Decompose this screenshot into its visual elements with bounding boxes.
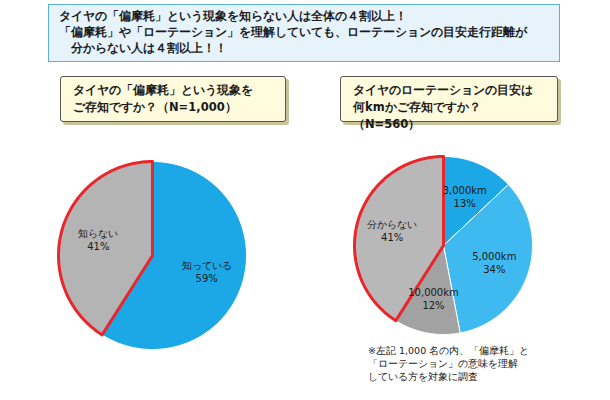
html-text:「偏摩耗」や「ローテーション」を理解していても、ローテーショ: 「偏摩耗」や「ローテーション」を理解していても、ローテーションの目安走行距離が (59, 25, 527, 39)
html-text:分からない人は４割以上！！: 分からない人は４割以上！！ (59, 41, 227, 55)
html-text:タイヤのローテーションの目安は 何kmかご存知ですか？（N=: タイヤのローテーションの目安は 何kmかご存知ですか？（N=560） (353, 83, 533, 131)
svg-text:知らない41%: 知らない41% (78, 228, 118, 252)
svg-text:10,000km12%: 10,000km12% (408, 287, 459, 311)
html-text:タイヤの「偏摩耗」という現象を ご存知ですか？（N=1,00: タイヤの「偏摩耗」という現象を ご存知ですか？（N=1,000） (73, 83, 253, 114)
svg-text:3,000km13%: 3,000km13% (443, 185, 487, 209)
svg-text:分からない41%: 分からない41% (367, 219, 417, 243)
svg-text:5,000km34%: 5,000km34% (472, 251, 516, 275)
html-text:タイヤの「偏摩耗」という現象を知らない人は全体の４割以上！: タイヤの「偏摩耗」という現象を知らない人は全体の４割以上！ (59, 9, 407, 23)
svg-text:知っている59%: 知っている59% (182, 260, 232, 284)
html-text:※左記 1,000 名の内、「偏摩耗」と 「ローテーション」: ※左記 1,000 名の内、「偏摩耗」と 「ローテーション」の意味を理解 してい… (368, 345, 530, 382)
